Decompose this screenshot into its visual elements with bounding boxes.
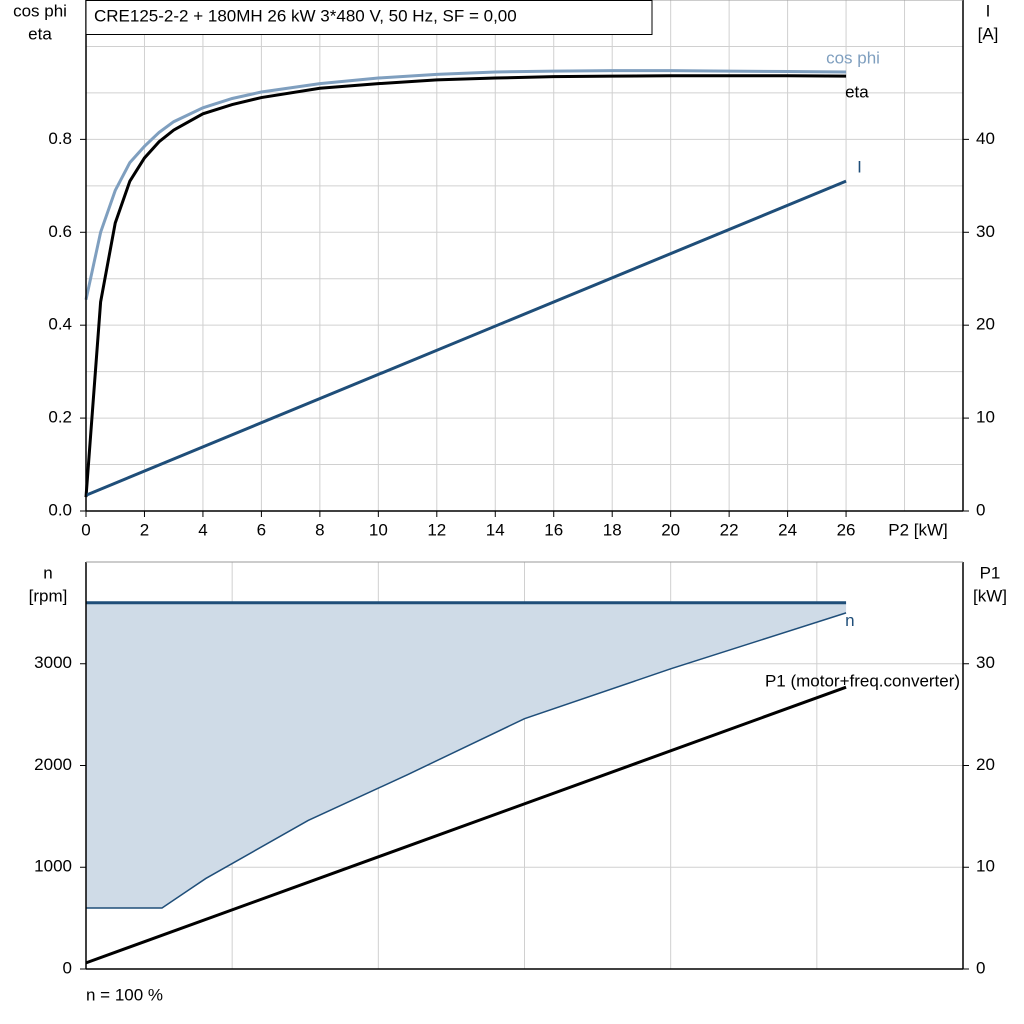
x-axis-label: P2 [kW] xyxy=(888,520,948,539)
x-tick-label: 2 xyxy=(140,520,149,539)
x-tick-label: 26 xyxy=(837,520,856,539)
x-tick-label: 0 xyxy=(81,520,90,539)
y2-tick-label: 0 xyxy=(976,958,985,977)
y-tick-label: 0.0 xyxy=(48,500,72,519)
y-tick-label: 2000 xyxy=(34,755,72,774)
x-tick-label: 8 xyxy=(315,520,324,539)
x-tick-label: 16 xyxy=(544,520,563,539)
series-line xyxy=(85,179,847,497)
y2-tick-label: 10 xyxy=(976,408,995,427)
x-tick-label: 10 xyxy=(369,520,388,539)
x-tick-label: 6 xyxy=(257,520,266,539)
x-tick-label: 4 xyxy=(198,520,207,539)
y-tick-label: 0.2 xyxy=(48,408,72,427)
range-low-line xyxy=(86,612,847,909)
y2-tick-label: 0 xyxy=(976,500,985,519)
y2-axis-label: P1 xyxy=(980,563,1001,582)
x-tick-label: 20 xyxy=(661,520,680,539)
y-tick-label: 0 xyxy=(63,958,72,977)
series-label: P1 (motor+freq.converter) xyxy=(765,672,960,691)
series-label: n xyxy=(845,611,854,630)
y2-tick-label: 10 xyxy=(976,857,995,876)
title-box xyxy=(85,0,653,35)
y2-tick-label: 30 xyxy=(976,222,995,241)
footnote: n = 100 % xyxy=(86,985,163,1004)
series-label: eta xyxy=(845,83,869,102)
y-tick-label: 0.6 xyxy=(48,222,72,241)
range-area xyxy=(86,602,847,908)
y-axis-label: [rpm] xyxy=(29,586,68,605)
y2-tick-label: 40 xyxy=(976,129,995,148)
y-tick-label: 1000 xyxy=(34,857,72,876)
y2-tick-label: 30 xyxy=(976,653,995,672)
y-tick-label: 0.4 xyxy=(48,315,72,334)
x-tick-label: 22 xyxy=(720,520,739,539)
x-tick-label: 18 xyxy=(603,520,622,539)
y-tick-label: 0.8 xyxy=(48,129,72,148)
x-tick-label: 24 xyxy=(778,520,797,539)
y-axis-label: cos phi xyxy=(13,1,67,20)
series-label: I xyxy=(857,158,862,177)
series-label: cos phi xyxy=(826,48,880,67)
y2-axis-label: I xyxy=(986,1,991,20)
y2-tick-label: 20 xyxy=(976,755,995,774)
chart-title: CRE125-2-2 + 180MH 26 kW 3*480 V, 50 Hz,… xyxy=(94,6,517,25)
y-axis-label: eta xyxy=(28,24,52,43)
series-line xyxy=(84,69,847,300)
y2-tick-label: 20 xyxy=(976,315,995,334)
y2-axis-label: [kW] xyxy=(973,586,1007,605)
y2-axis-label: [A] xyxy=(978,24,999,43)
x-tick-label: 14 xyxy=(486,520,505,539)
series-line xyxy=(84,74,847,498)
x-tick-label: 12 xyxy=(427,520,446,539)
y-axis-label: n xyxy=(43,563,52,582)
series-line xyxy=(85,685,847,965)
y-tick-label: 3000 xyxy=(34,653,72,672)
